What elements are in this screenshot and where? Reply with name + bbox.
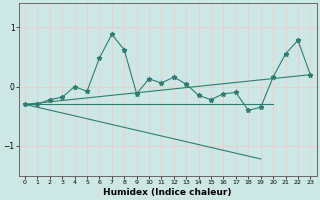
- X-axis label: Humidex (Indice chaleur): Humidex (Indice chaleur): [103, 188, 232, 197]
